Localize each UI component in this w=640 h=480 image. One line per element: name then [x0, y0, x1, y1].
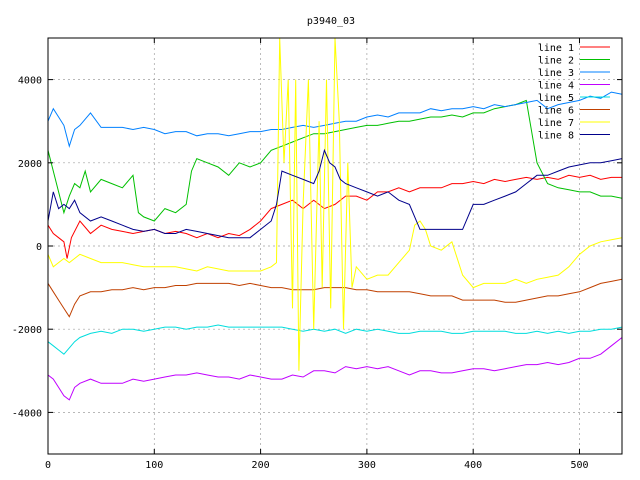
- series-layer: [48, 38, 622, 401]
- x-tick-label: 500: [570, 460, 588, 471]
- legend-label: line 8: [538, 131, 574, 142]
- series-line-6: [48, 278, 622, 318]
- y-tick-label: -4000: [12, 408, 42, 419]
- y-tick-label: 4000: [18, 76, 42, 87]
- series-line-4: [48, 337, 622, 401]
- x-tick-label: 300: [358, 460, 376, 471]
- legend-label: line 6: [538, 106, 574, 117]
- series-line-1: [48, 174, 622, 259]
- legend-label: line 5: [538, 93, 574, 104]
- legend-label: line 7: [538, 118, 574, 129]
- axis-ticks: 0 100 200 300 400 500 -4000 -2000 0 2000 4000: [12, 38, 622, 471]
- y-tick-label: 0: [36, 242, 42, 253]
- legend-label: line 4: [538, 81, 574, 92]
- x-tick-label: 200: [252, 460, 270, 471]
- y-tick-label: -2000: [12, 325, 42, 336]
- chart-title: p3940_03: [307, 16, 355, 27]
- x-tick-label: 0: [45, 460, 51, 471]
- x-tick-label: 400: [464, 460, 482, 471]
- series-line-8: [48, 148, 622, 239]
- series-line-5: [48, 324, 622, 355]
- legend-label: line 3: [538, 68, 574, 79]
- x-tick-label: 100: [145, 460, 163, 471]
- legend-label: line 1: [538, 43, 574, 54]
- y-tick-label: 2000: [18, 159, 42, 170]
- legend-label: line 2: [538, 56, 574, 67]
- series-line-7: [48, 38, 622, 371]
